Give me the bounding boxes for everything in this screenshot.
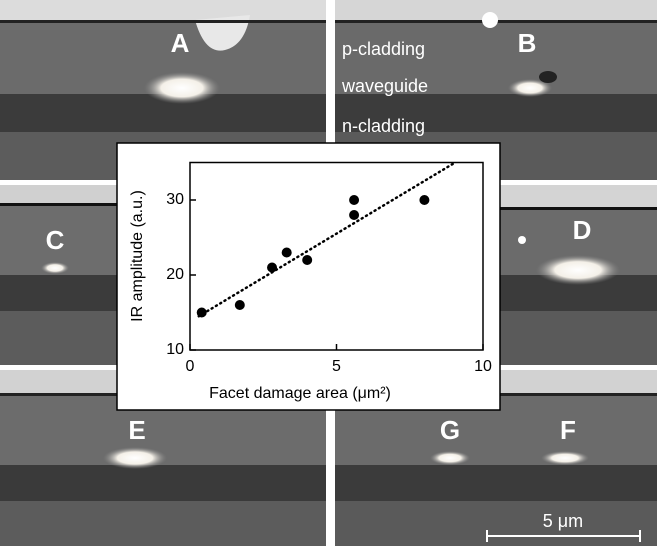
panel-label: D <box>573 215 592 245</box>
panel-label: F <box>560 415 576 445</box>
x-axis-label: Facet damage area (μm²) <box>209 385 391 402</box>
scale-bar-label: 5 μm <box>543 511 583 531</box>
panel-label: B <box>518 28 537 58</box>
y-tick-label: 20 <box>166 266 184 283</box>
x-tick-label: 0 <box>186 358 195 375</box>
layer-label: n-cladding <box>342 116 425 136</box>
data-point <box>234 300 245 310</box>
data-point <box>196 307 207 318</box>
y-axis-label: IR amplitude (a.u.) <box>129 190 146 322</box>
data-point <box>281 247 292 258</box>
x-tick-label: 10 <box>474 358 492 375</box>
data-point <box>267 262 278 273</box>
layer-label: waveguide <box>341 76 428 96</box>
data-point <box>419 195 430 205</box>
data-point <box>349 195 360 205</box>
data-point <box>302 255 313 265</box>
panel-label: G <box>440 415 460 445</box>
layer-label: p-cladding <box>342 39 425 59</box>
y-tick-label: 10 <box>166 341 184 358</box>
inset-chart: Facet damage area (μm²) IR amplitude (a.… <box>116 142 501 411</box>
panel-label: A <box>171 28 190 58</box>
y-tick-label: 30 <box>166 191 184 208</box>
panel-label: C <box>46 225 65 255</box>
panel-label: E <box>128 415 145 445</box>
x-tick-label: 5 <box>332 358 341 375</box>
data-point <box>349 210 360 220</box>
trend-line <box>197 161 457 318</box>
